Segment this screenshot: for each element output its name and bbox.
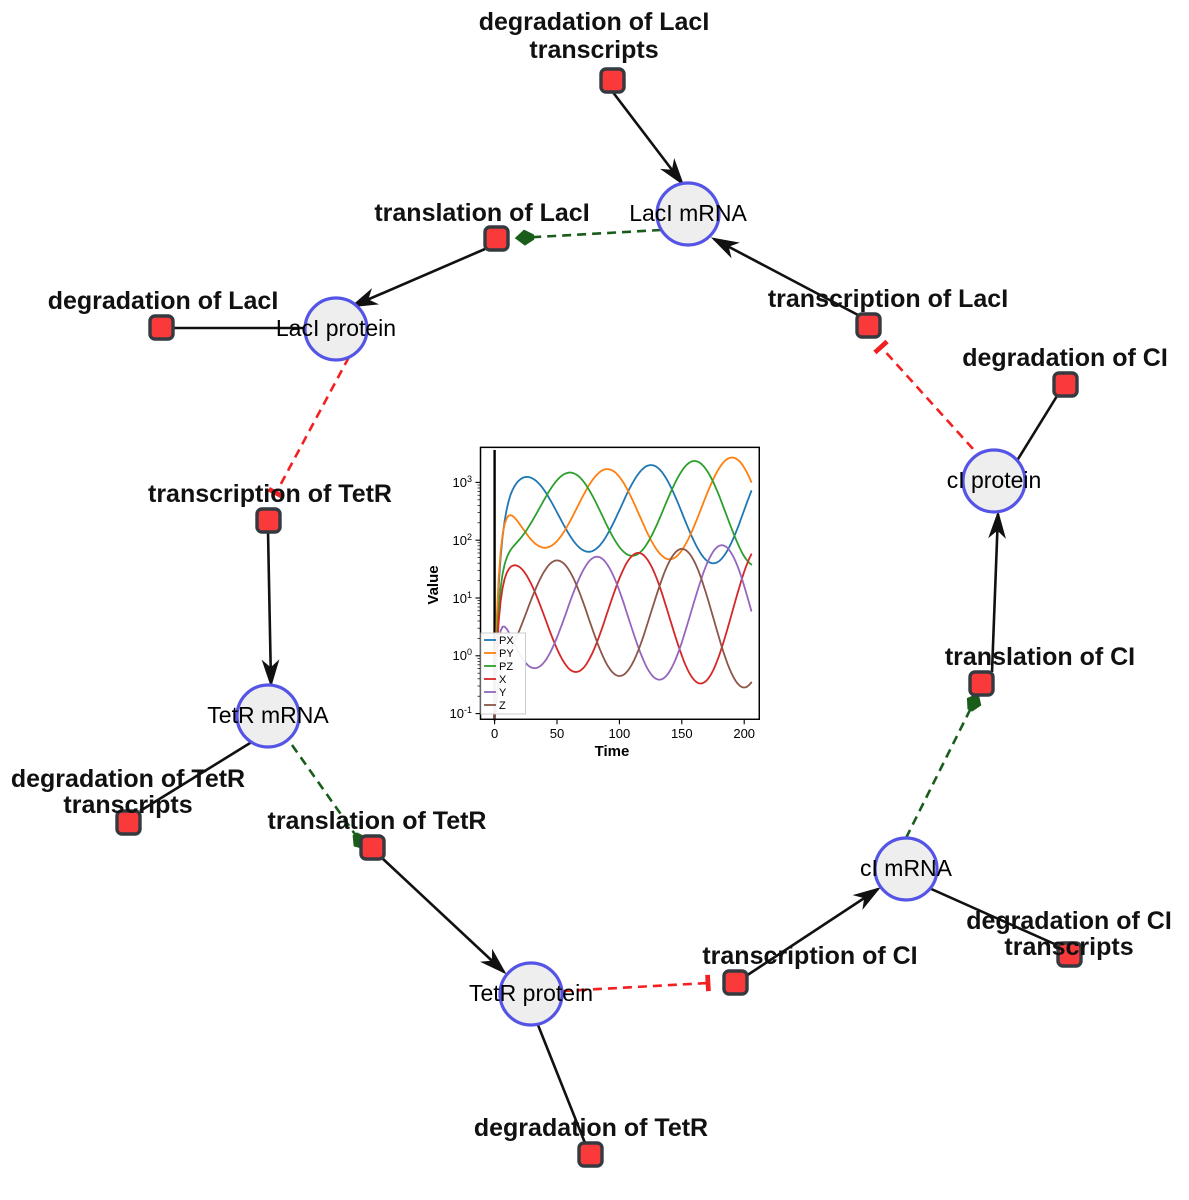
svg-text:cI mRNA: cI mRNA: [860, 855, 953, 881]
svg-text:translation of TetR: translation of TetR: [268, 807, 487, 835]
svg-text:LacI mRNA: LacI mRNA: [629, 200, 747, 226]
svg-text:degradation of LacI: degradation of LacI: [48, 287, 279, 315]
svg-text:10-1: 10-1: [450, 705, 472, 721]
svg-text:TetR mRNA: TetR mRNA: [207, 702, 329, 728]
svg-text:degradation of LacI: degradation of LacI: [479, 8, 710, 36]
svg-text:102: 102: [453, 532, 472, 548]
svg-text:50: 50: [550, 726, 564, 741]
svg-text:degradation of TetR: degradation of TetR: [474, 1114, 708, 1142]
svg-text:degradation of TetR: degradation of TetR: [11, 765, 245, 793]
svg-text:transcription of CI: transcription of CI: [702, 942, 917, 970]
svg-text:PX: PX: [499, 635, 514, 647]
svg-text:degradation of CI: degradation of CI: [966, 907, 1172, 935]
svg-text:TetR protein: TetR protein: [469, 980, 593, 1006]
svg-text:degradation of CI: degradation of CI: [962, 344, 1168, 372]
svg-text:Z: Z: [499, 700, 506, 712]
svg-text:103: 103: [453, 474, 472, 490]
svg-text:PY: PY: [499, 648, 514, 660]
svg-text:transcripts: transcripts: [1004, 933, 1133, 961]
svg-text:101: 101: [453, 590, 472, 606]
svg-text:X: X: [499, 674, 507, 686]
svg-text:cI protein: cI protein: [947, 467, 1042, 493]
svg-text:LacI protein: LacI protein: [276, 315, 396, 341]
svg-text:translation of CI: translation of CI: [945, 643, 1135, 671]
svg-text:transcripts: transcripts: [63, 791, 192, 819]
svg-text:Value: Value: [425, 565, 442, 604]
svg-text:PZ: PZ: [499, 661, 513, 673]
svg-text:150: 150: [671, 726, 693, 741]
svg-text:100: 100: [453, 647, 472, 663]
svg-text:transcription of TetR: transcription of TetR: [148, 480, 392, 508]
svg-text:0: 0: [491, 726, 498, 741]
svg-text:Y: Y: [499, 687, 507, 699]
svg-text:translation of LacI: translation of LacI: [374, 199, 589, 227]
svg-text:100: 100: [609, 726, 631, 741]
svg-text:transcripts: transcripts: [529, 36, 658, 64]
svg-text:200: 200: [733, 726, 755, 741]
svg-text:Time: Time: [595, 743, 630, 760]
svg-text:transcription of LacI: transcription of LacI: [768, 285, 1008, 313]
